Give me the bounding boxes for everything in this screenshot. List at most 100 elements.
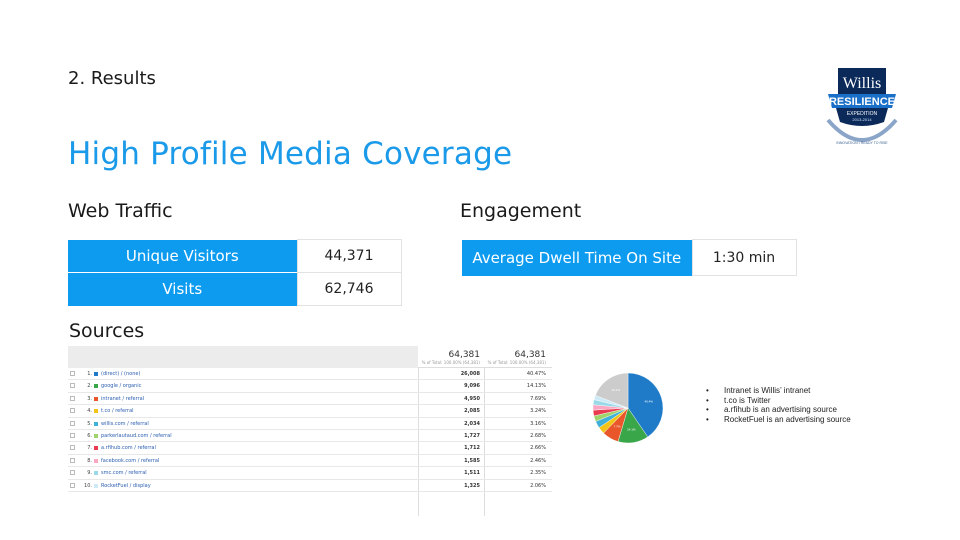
source-link[interactable]: parkerlautaud.com / referral <box>101 432 172 439</box>
pct-total-value: 64,381 <box>514 350 547 360</box>
pct-total: 64,381 % of Total: 100.00% (64,381) <box>484 346 550 368</box>
row-checkbox[interactable] <box>70 445 75 451</box>
web-traffic-table: Unique Visitors 44,371 Visits 62,746 <box>68 239 402 306</box>
source-link[interactable]: (direct) / (none) <box>101 371 141 377</box>
svg-text:EXPEDITION: EXPEDITION <box>847 111 878 117</box>
percent-value: 14.13% <box>526 383 546 390</box>
row-checkbox[interactable] <box>70 482 75 488</box>
sessions-value: 1,511 <box>464 470 480 477</box>
sessions-value: 1,325 <box>464 482 480 489</box>
header-blank <box>68 346 418 368</box>
row-number: 6. <box>87 432 92 439</box>
svg-text:2013-2014: 2013-2014 <box>852 117 872 122</box>
row-checkbox[interactable] <box>70 395 75 401</box>
table-row: 3. intranet / referral 4,950 7.69% <box>68 393 552 406</box>
series-swatch <box>94 433 98 438</box>
table-row: Visits 62,746 <box>68 272 402 306</box>
source-link[interactable]: t.co / referral <box>101 408 134 415</box>
sessions-total: 64,381 % of Total: 100.00% (64,381) <box>418 346 484 368</box>
source-link[interactable]: a.rfihub.com / referral <box>101 445 156 452</box>
svg-text:Willis: Willis <box>843 75 881 92</box>
row-number: 8. <box>87 457 92 464</box>
sessions-value: 1,712 <box>464 445 480 452</box>
source-link[interactable]: RocketFuel / display <box>101 482 151 489</box>
section-label: 2. Results <box>68 68 156 89</box>
table-row: 4. t.co / referral 2,085 3.24% <box>68 405 552 418</box>
row-checkbox[interactable] <box>70 420 75 426</box>
pie-slice <box>627 372 664 438</box>
sessions-value: 1,585 <box>464 457 480 464</box>
series-swatch <box>94 409 98 414</box>
sessions-value: 2,085 <box>464 408 480 415</box>
sessions-value: 4,950 <box>464 395 480 402</box>
sessions-total-value: 64,381 <box>448 350 481 360</box>
table-row: 7. a.rfihub.com / referral 1,712 2.66% <box>68 442 552 455</box>
sources-rows: 1. (direct) / (none) 26,008 40.47% 2. google … <box>68 368 552 516</box>
willis-resilience-logo: Willis RESILIENCE EXPEDITION 2013-2014 I… <box>826 68 898 145</box>
unique-visitors-value: 44,371 <box>296 239 402 273</box>
source-link[interactable]: intranet / referral <box>101 395 145 402</box>
dwell-time-label: Average Dwell Time On Site <box>462 239 692 276</box>
sessions-total-sub: % of Total: 100.00% (64,381) <box>421 360 480 365</box>
web-traffic-heading: Web Traffic <box>68 200 173 222</box>
row-checkbox[interactable] <box>70 383 75 389</box>
row-checkbox[interactable] <box>70 432 75 438</box>
sessions-value: 2,034 <box>464 420 480 427</box>
pie-data-label: 40.4% <box>644 400 653 404</box>
sources-pie-chart: 40.4% 14.1% 7.7% 19.1% <box>592 372 664 444</box>
list-item: t.co is Twitter <box>706 396 851 406</box>
table-row: 8. facebook.com / referral 1,585 2.46% <box>68 455 552 468</box>
percent-value: 40.47% <box>526 371 546 377</box>
sessions-value: 9,096 <box>464 383 480 390</box>
sources-heading: Sources <box>69 320 145 342</box>
source-link[interactable]: facebook.com / referral <box>101 457 160 464</box>
series-swatch <box>94 483 98 488</box>
table-row: 10. RocketFuel / display 1,325 2.06% <box>68 480 552 492</box>
pie-data-label: 19.1% <box>611 388 620 392</box>
svg-text:INNOVATION • READY TO RISE: INNOVATION • READY TO RISE <box>836 141 888 145</box>
row-checkbox[interactable] <box>70 371 75 376</box>
list-item: Intranet is Willis’ intranet <box>706 386 851 396</box>
series-swatch <box>94 396 98 401</box>
table-row: Average Dwell Time On Site 1:30 min <box>462 239 797 276</box>
source-link[interactable]: willis.com / referral <box>101 420 149 427</box>
series-swatch <box>94 471 98 476</box>
row-checkbox[interactable] <box>70 457 75 463</box>
series-swatch <box>94 421 98 426</box>
engagement-table: Average Dwell Time On Site 1:30 min <box>462 239 797 276</box>
table-row: Unique Visitors 44,371 <box>68 239 402 273</box>
percent-value: 2.68% <box>530 432 546 439</box>
row-number: 2. <box>87 383 92 390</box>
percent-value: 2.06% <box>530 482 546 489</box>
row-checkbox[interactable] <box>70 470 75 476</box>
series-swatch <box>94 446 98 451</box>
row-checkbox[interactable] <box>70 408 75 414</box>
sessions-value: 26,008 <box>460 371 480 377</box>
sessions-value: 1,727 <box>464 432 480 439</box>
row-number: 1. <box>87 371 92 377</box>
series-swatch <box>94 372 98 376</box>
visits-value: 62,746 <box>296 272 402 306</box>
source-link[interactable]: google / organic <box>101 383 142 390</box>
table-row: 2. google / organic 9,096 14.13% <box>68 380 552 393</box>
source-link[interactable]: smc.com / referral <box>101 470 147 477</box>
row-number: 5. <box>87 420 92 427</box>
page-title: High Profile Media Coverage <box>68 136 513 172</box>
pct-total-sub: % of Total: 100.00% (64,381) <box>487 360 546 365</box>
percent-value: 3.16% <box>530 420 546 427</box>
sources-table-header: 64,381 % of Total: 100.00% (64,381) 64,3… <box>68 346 552 368</box>
pie-data-label: 7.7% <box>614 425 621 429</box>
table-row: 5. willis.com / referral 2,034 3.16% <box>68 418 552 430</box>
percent-value: 2.66% <box>530 445 546 452</box>
percent-value: 2.46% <box>530 457 546 464</box>
percent-value: 2.35% <box>530 470 546 477</box>
percent-value: 7.69% <box>530 395 546 402</box>
series-swatch <box>94 458 98 463</box>
dwell-time-value: 1:30 min <box>691 239 797 276</box>
table-row: 6. parkerlautaud.com / referral 1,727 2.68% <box>68 430 552 443</box>
row-number: 9. <box>87 470 92 477</box>
row-number: 3. <box>87 395 92 402</box>
svg-text:RESILIENCE: RESILIENCE <box>829 96 895 108</box>
table-row: 9. smc.com / referral 1,511 2.35% <box>68 467 552 480</box>
series-swatch <box>94 384 98 389</box>
